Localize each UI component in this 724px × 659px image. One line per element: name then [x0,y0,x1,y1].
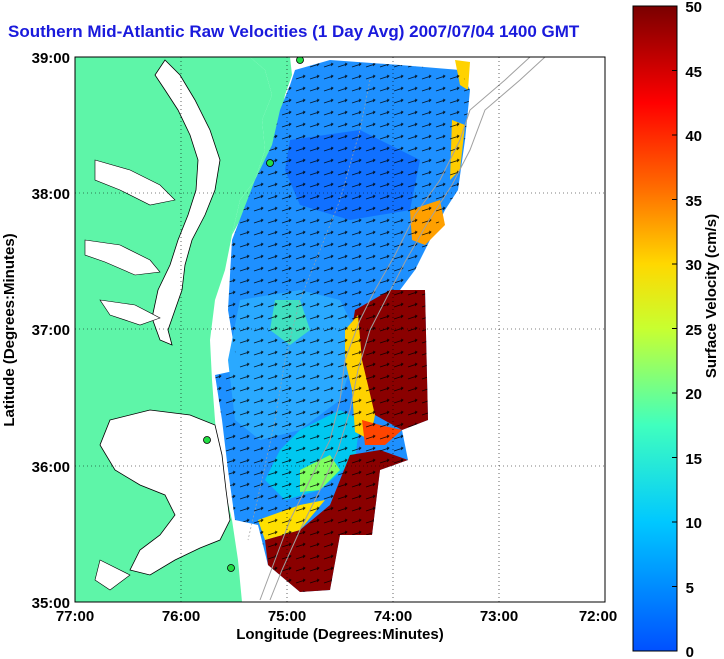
bathymetry-contour [259,57,531,601]
y-axis-label: Latitude (Degrees:Minutes) [1,233,18,426]
colorbar-tick: 15 [685,451,702,468]
colorbar-tick: 20 [685,386,702,403]
colorbar-label: Surface Velocity (cm/s) [703,214,720,378]
x-axis-label: Longitude (Degrees:Minutes) [236,626,444,643]
colorbar-tick: 5 [686,580,694,597]
colorbar-tick: 10 [685,515,702,532]
colorbar-tick: 35 [685,193,702,210]
chesapeake-bay [151,59,221,346]
colorbar-tick: 50 [685,0,702,16]
xtick-label: 76:00 [162,608,200,625]
ytick-label: 35:00 [32,595,70,612]
colorbar-tick: 40 [685,128,702,145]
colorbar-tick: 0 [686,644,694,659]
pamlico-sound [99,409,231,576]
xtick-label: 73:00 [480,608,518,625]
colorbar-tick: 45 [685,64,702,81]
colorbar [632,5,678,652]
ytick-label: 38:00 [32,186,70,203]
ytick-label: 36:00 [32,459,70,476]
map-title: Southern Mid-Atlantic Raw Velocities (1 … [8,22,580,41]
land-delmarva [232,57,292,235]
colorbar-tick: 30 [685,257,702,274]
xtick-label: 72:00 [579,608,617,625]
ytick-label: 37:00 [32,322,70,339]
xtick-label: 75:00 [268,608,306,625]
station-markers [203,57,304,572]
grid-lines [75,57,605,602]
colorbar-tick: 25 [685,322,702,339]
xtick-label: 74:00 [374,608,412,625]
xtick-label: 77:00 [56,608,94,625]
ytick-label: 39:00 [32,50,70,67]
